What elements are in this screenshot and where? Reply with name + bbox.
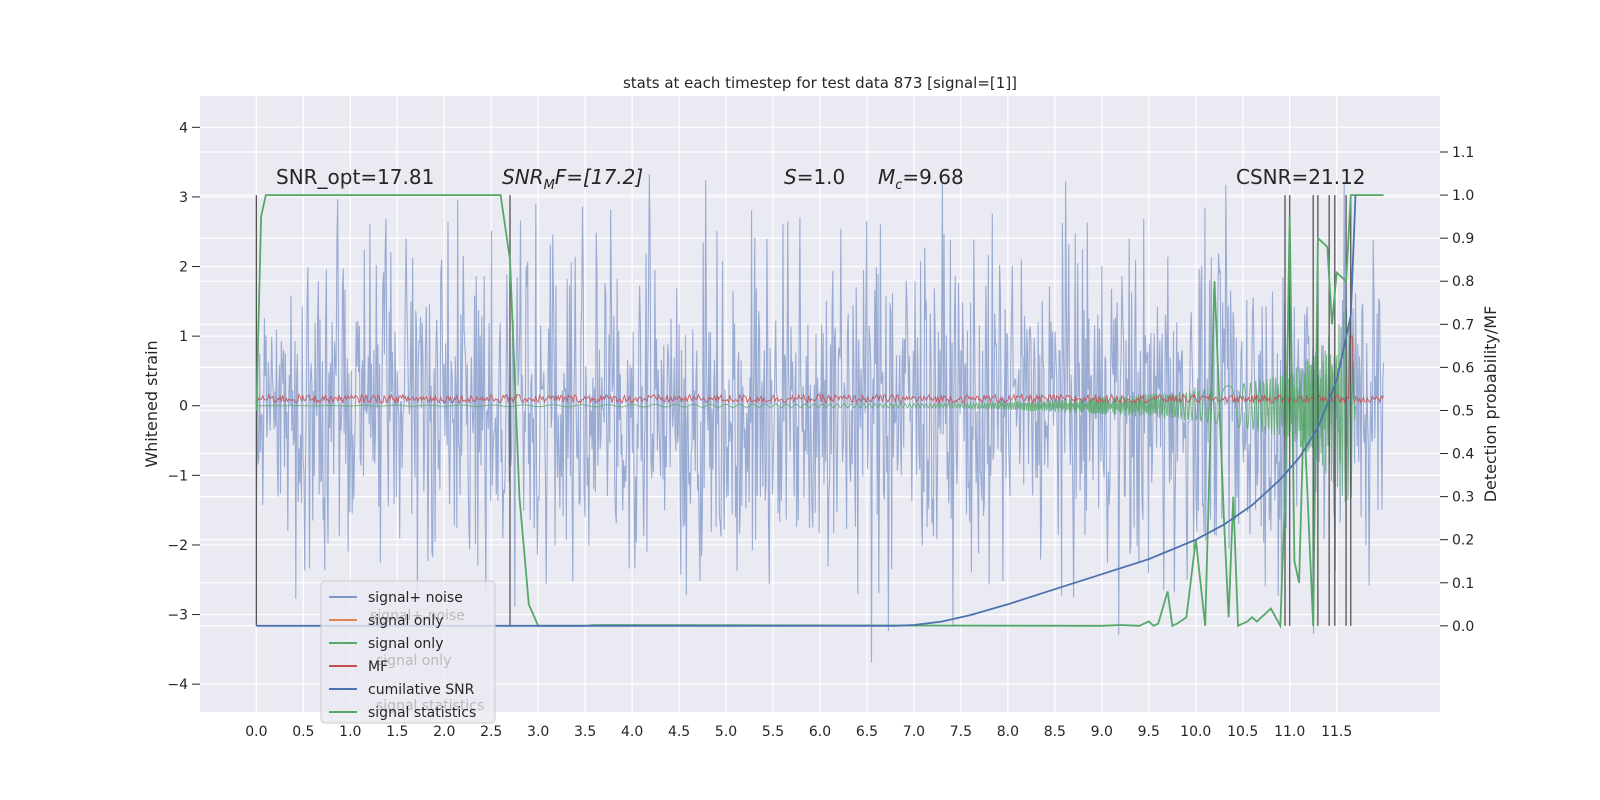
- y-right-tick-label: 0.5: [1452, 403, 1474, 419]
- x-tick-label: 4.0: [621, 724, 643, 740]
- y-left-tick-label: −2: [167, 538, 188, 554]
- x-tick-label: 3.5: [574, 724, 596, 740]
- y-right-tick-label: 0.9: [1452, 231, 1474, 247]
- legend-label: signal+ noise: [368, 590, 463, 606]
- legend-box: [320, 580, 496, 724]
- x-tick-label: 3.0: [527, 724, 549, 740]
- mf-trace: [255, 335, 1385, 405]
- y-right-ticks: 0.0 0.1 0.2 0.3 0.4 0.5 0.6 0.7 0.8 0.9 1.0 1.1: [1440, 145, 1474, 635]
- y-axis-left-label: Whitened strain: [142, 340, 161, 467]
- cumulative-snr-line: [256, 195, 1357, 627]
- y-left-tick-label: −3: [167, 608, 188, 624]
- x-tick-label: 11.5: [1321, 724, 1352, 740]
- y-right-tick-label: 1.1: [1452, 145, 1474, 161]
- y-left-tick-label: 3: [179, 190, 188, 206]
- legend-label: signal only: [368, 613, 443, 629]
- noise-trace: [255, 174, 1385, 663]
- x-tick-label: 7.5: [950, 724, 972, 740]
- annotation-snr-mf-value: F=[17.2]: [555, 165, 643, 189]
- signal-series-line: [256, 308, 1356, 502]
- x-tick-label: 5.0: [715, 724, 737, 740]
- legend-ghost-label: signal+ noise: [370, 608, 465, 624]
- annotation-snr-mf: SNRMF=[17.2]: [502, 165, 643, 193]
- y-left-tick-label: −4: [167, 677, 188, 693]
- y-right-tick-label: 0.1: [1452, 576, 1474, 592]
- y-right-tick-label: 0.7: [1452, 317, 1474, 333]
- x-tick-label: 1.5: [386, 724, 408, 740]
- y-right-tick-label: 0.6: [1452, 360, 1474, 376]
- y-left-tick-label: 0: [179, 399, 188, 415]
- annotation-s: S=1.0: [784, 165, 845, 189]
- y-right-tick-label: 0.3: [1452, 490, 1474, 506]
- annotation-mc-subscript: c: [895, 178, 902, 193]
- legend: signal+ noise signal only signal statist…: [320, 580, 496, 724]
- x-tick-label: 6.5: [856, 724, 878, 740]
- mf-series-line: [255, 335, 1385, 405]
- x-tick-label: 6.0: [809, 724, 831, 740]
- legend-ghost-label: signal statistics: [376, 698, 484, 714]
- x-tick-label: 9.0: [1091, 724, 1113, 740]
- x-tick-label: 8.0: [997, 724, 1019, 740]
- annotation-snr-mf-symbol: SNR: [502, 165, 544, 189]
- y-right-tick-label: 0.4: [1452, 447, 1474, 463]
- x-tick-label: 1.0: [339, 724, 361, 740]
- y-right-tick-label: 0.0: [1452, 619, 1474, 635]
- x-tick-label: 9.5: [1138, 724, 1160, 740]
- annotation-mc: Mc=9.68: [878, 165, 964, 193]
- noise-series-line: [255, 174, 1385, 663]
- annotation-s-symbol: S: [784, 165, 797, 189]
- legend-label: cumilative SNR: [368, 682, 475, 698]
- chart-title: stats at each timestep for test data 873…: [623, 74, 1017, 92]
- annotation-snr-mf-subscript: M: [544, 178, 555, 193]
- x-tick-label: 10.5: [1227, 724, 1258, 740]
- x-tick-label: 5.5: [762, 724, 784, 740]
- y-left-tick-label: 2: [179, 260, 188, 276]
- y-right-tick-label: 0.8: [1452, 274, 1474, 290]
- x-tick-label: 4.5: [668, 724, 690, 740]
- legend-label: signal statistics: [368, 705, 476, 721]
- x-tick-label: 0.5: [292, 724, 314, 740]
- y-axis-right-label: Detection probability/MF: [1481, 306, 1500, 503]
- x-tick-label: 7.0: [903, 724, 925, 740]
- legend-ghost-label: signal only: [376, 653, 451, 669]
- x-tick-label: 0.0: [245, 724, 267, 740]
- x-tick-label: 2.5: [480, 724, 502, 740]
- y-left-tick-label: 1: [179, 329, 188, 345]
- annotation-mc-value: =9.68: [902, 165, 963, 189]
- x-tick-label: 2.0: [433, 724, 455, 740]
- annotation-snr-opt: SNR_opt=17.81: [276, 165, 434, 189]
- x-tick-label: 11.0: [1274, 724, 1305, 740]
- legend-label: signal only: [368, 636, 443, 652]
- annotation-s-value: =1.0: [797, 165, 846, 189]
- y-left-ticks: −4 −3 −2 −1 0 1 2 3 4: [167, 120, 200, 693]
- x-ticks: 0.0 0.5 1.0 1.5 2.0 2.5 3.0 3.5 4.0 4.5 5.0 5.5 6.0 6…: [245, 724, 1352, 740]
- y-right-tick-label: 0.2: [1452, 533, 1474, 549]
- probability-curves: [255, 194, 1384, 630]
- signal-trace: [256, 308, 1356, 502]
- x-tick-label: 10.0: [1180, 724, 1211, 740]
- y-right-tick-label: 1.0: [1452, 188, 1474, 204]
- y-left-tick-label: 4: [179, 120, 188, 136]
- y-left-tick-label: −1: [167, 468, 188, 484]
- annotation-csnr: CSNR=21.12: [1236, 165, 1366, 189]
- legend-label: MF: [368, 659, 388, 675]
- annotation-mc-symbol: M: [878, 165, 895, 189]
- x-tick-label: 8.5: [1044, 724, 1066, 740]
